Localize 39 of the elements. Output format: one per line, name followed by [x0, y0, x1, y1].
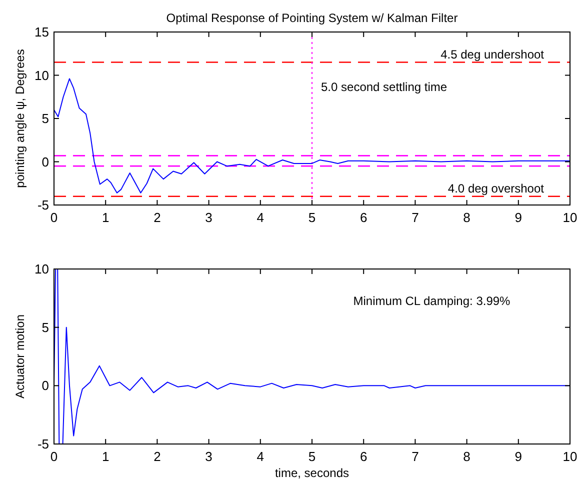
- x-tick-label: 9: [514, 210, 522, 225]
- x-tick-label: 3: [205, 449, 212, 464]
- y-tick-label: -5: [37, 198, 49, 213]
- x-tick-label: 3: [205, 210, 212, 225]
- x-tick-label: 7: [412, 449, 419, 464]
- x-tick-label: 2: [154, 449, 161, 464]
- x-tick-label: 8: [463, 449, 470, 464]
- x-tick-label: 1: [102, 449, 110, 464]
- x-tick-label: 9: [514, 449, 522, 464]
- chart-title: Optimal Response of Pointing System w/ Kalman Filter: [166, 11, 458, 25]
- x-tick-label: 8: [463, 210, 470, 225]
- y-tick-label: 15: [34, 24, 49, 40]
- y-axis-title: Actuator motion: [13, 314, 27, 399]
- x-tick-label: 4: [256, 210, 264, 225]
- y-tick-label: 10: [34, 262, 49, 277]
- y-axis-title: pointing angle ψ, Degrees: [13, 49, 27, 188]
- line-series: [54, 269, 570, 444]
- y-tick-label: 0: [42, 378, 49, 394]
- x-tick-label: 6: [360, 210, 368, 225]
- x-tick-label: 2: [154, 210, 161, 225]
- x-axis-title: time, seconds: [274, 466, 350, 480]
- line-series: [54, 78, 570, 194]
- x-tick-label: 1: [102, 210, 110, 225]
- y-tick-label: 0: [42, 154, 49, 170]
- y-tick-label: 10: [34, 68, 49, 83]
- x-tick-label: 5: [308, 210, 316, 225]
- y-tick-label: 5: [42, 320, 49, 335]
- x-tick-label: 10: [562, 210, 578, 225]
- x-tick-label: 7: [412, 210, 419, 225]
- annotation: Minimum CL damping: 3.99%: [353, 294, 511, 308]
- x-tick-label: 10: [562, 449, 578, 464]
- x-tick-label: 5: [308, 449, 316, 464]
- x-tick-label: 4: [256, 449, 264, 464]
- ref-line-label: 4.0 deg overshoot: [448, 181, 545, 196]
- x-tick-label: 6: [360, 449, 368, 464]
- y-tick-label: 5: [42, 111, 49, 126]
- ref-line-label: 5.0 second settling time: [321, 80, 448, 94]
- y-tick-label: -5: [37, 436, 49, 452]
- ref-line-label: 4.5 deg undershoot: [440, 47, 545, 62]
